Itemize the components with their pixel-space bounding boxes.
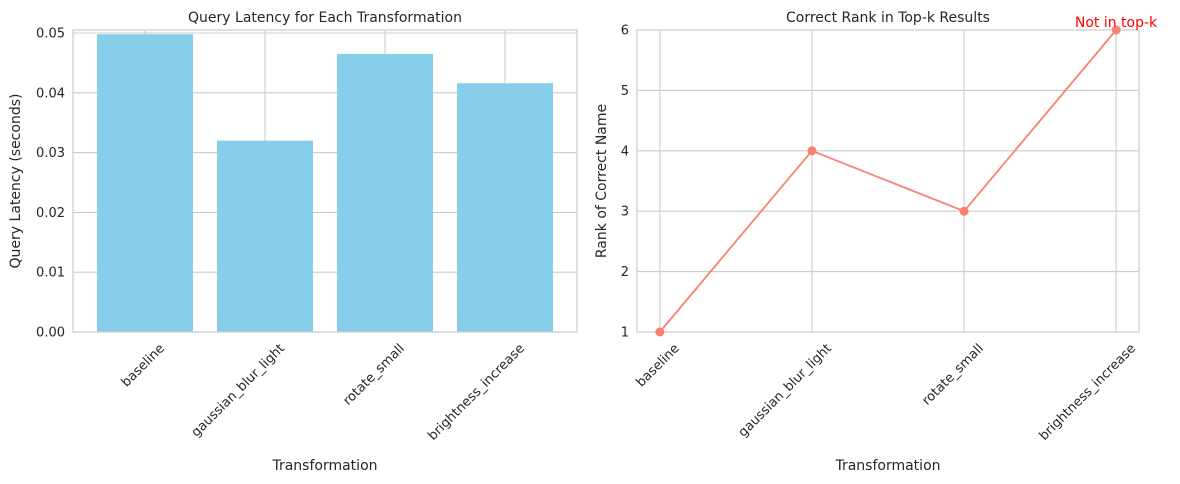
- latency-bar-chart: Query Latency for Each Transformation 0.…: [8, 10, 578, 474]
- latency-y-tick-label: 0.01: [36, 266, 65, 281]
- rank-y-tick-label: 1: [621, 326, 629, 341]
- rank-y-tick-label: 6: [621, 24, 629, 39]
- rank-line-chart: Correct Rank in Top-k Results 1 2 3 4 5 6 bas…: [594, 10, 1158, 474]
- rank-y-ticks: 1 2 3 4 5 6: [621, 24, 629, 341]
- latency-bar-rotate_small: [337, 53, 433, 333]
- rank-plot-frame: [636, 29, 1140, 333]
- latency-x-tick-label: brightness_increase: [425, 341, 527, 443]
- rank-x-tick-label: rotate_small: [919, 341, 986, 408]
- latency-y-tick-label: 0.04: [36, 86, 65, 101]
- latency-plot-frame: [72, 29, 578, 333]
- latency-x-ticks: baseline gaussian_blur_light rotate_small b…: [119, 341, 528, 443]
- rank-y-tick-label: 5: [621, 84, 629, 99]
- latency-bar-baseline: [97, 34, 193, 333]
- rank-x-tick-label: baseline: [634, 341, 683, 390]
- rank-x-tick-label: gaussian_blur_light: [736, 341, 835, 440]
- latency-y-tick-label: 0.02: [36, 206, 65, 221]
- rank-chart-title: Correct Rank in Top-k Results: [786, 10, 990, 26]
- latency-x-tick-label: baseline: [119, 341, 168, 390]
- rank-point-rotate_small: [959, 206, 969, 216]
- latency-y-ticks: 0.00 0.01 0.02 0.03 0.04 0.05: [36, 26, 65, 340]
- not-in-top-k-annotation: Not in top-k: [1075, 15, 1158, 31]
- latency-bars: [97, 34, 553, 333]
- rank-x-axis-label: Transformation: [834, 458, 940, 474]
- rank-point-baseline: [655, 327, 665, 337]
- latency-x-tick-label: rotate_small: [340, 341, 407, 408]
- latency-x-axis-label: Transformation: [271, 458, 377, 474]
- latency-bar-gaussian_blur_light: [217, 140, 313, 332]
- rank-x-ticks: baseline gaussian_blur_light rotate_small b…: [634, 341, 1139, 443]
- latency-y-tick-label: 0.05: [36, 26, 65, 41]
- latency-y-axis-label: Query Latency (seconds): [8, 94, 24, 269]
- rank-point-gaussian_blur_light: [807, 146, 817, 156]
- rank-y-tick-label: 4: [621, 144, 629, 159]
- latency-x-tick-label: gaussian_blur_light: [189, 341, 288, 440]
- rank-series-line: [659, 29, 1117, 333]
- rank-series: [655, 25, 1121, 337]
- latency-chart-title: Query Latency for Each Transformation: [188, 10, 462, 26]
- rank-x-tick-label: brightness_increase: [1037, 341, 1139, 443]
- rank-y-tick-label: 2: [621, 265, 629, 280]
- latency-y-tick-label: 0.00: [36, 326, 65, 341]
- latency-bar-brightness_increase: [457, 83, 553, 333]
- latency-y-tick-label: 0.03: [36, 146, 65, 161]
- rank-y-tick-label: 3: [621, 205, 629, 220]
- rank-y-axis-label: Rank of Correct Name: [594, 104, 610, 258]
- rank-point-brightness_increase: [1111, 25, 1121, 35]
